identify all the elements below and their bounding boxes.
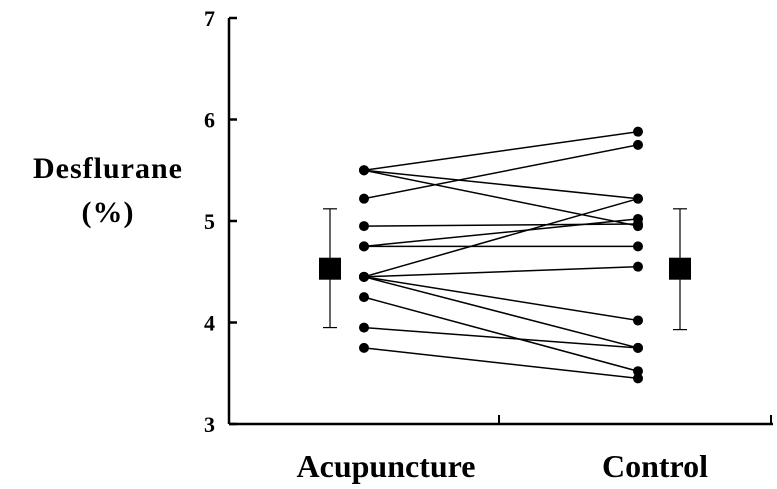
control-point [633,139,643,150]
y-axis-title: Desflurane (%) [33,152,183,229]
pair-line [363,276,639,349]
pair-line [363,347,639,380]
acupuncture-point [359,165,369,176]
control-point [633,315,643,326]
control-point [633,366,643,377]
acupuncture-point [359,271,369,282]
mean-marker [319,257,341,280]
acupuncture-point [359,221,369,232]
pair-line [363,223,639,227]
x-category-label: Control [602,448,708,484]
summary-markers [319,208,691,331]
axes [227,16,773,426]
control-point [633,373,643,384]
y-axis-title-line-2: (%) [82,196,135,229]
y-tick-label: 5 [204,209,215,234]
acupuncture-point [359,292,369,303]
pair-line [363,169,639,200]
control-point [633,342,643,353]
y-tick-label: 4 [204,311,215,336]
data-points [359,126,643,384]
pair-line [363,218,639,248]
y-axis-title-line-1: Desflurane [33,152,183,185]
pair-lines [363,130,639,380]
control-point [633,126,643,137]
pair-line [363,265,639,278]
control-point [633,213,643,224]
pair-line [363,296,639,372]
pair-line [363,276,639,322]
y-tick-label: 7 [204,6,215,31]
pair-line [363,326,639,349]
acupuncture-point [359,193,369,204]
acupuncture-point [359,342,369,353]
pair-line [363,130,639,171]
acupuncture-point [359,322,369,333]
mean-marker [669,257,691,280]
pair-line [363,197,639,278]
y-tick-label: 3 [204,412,215,437]
control-point [633,241,643,252]
pair-line [363,144,639,200]
x-category-label: Acupuncture [297,448,476,484]
control-point [633,193,643,204]
acupuncture-point [359,241,369,252]
control-point [633,261,643,272]
y-tick-label: 6 [204,108,215,133]
axis-labels: 3 4 5 6 7 Acupuncture Control [204,6,708,484]
pair-line [363,169,639,227]
